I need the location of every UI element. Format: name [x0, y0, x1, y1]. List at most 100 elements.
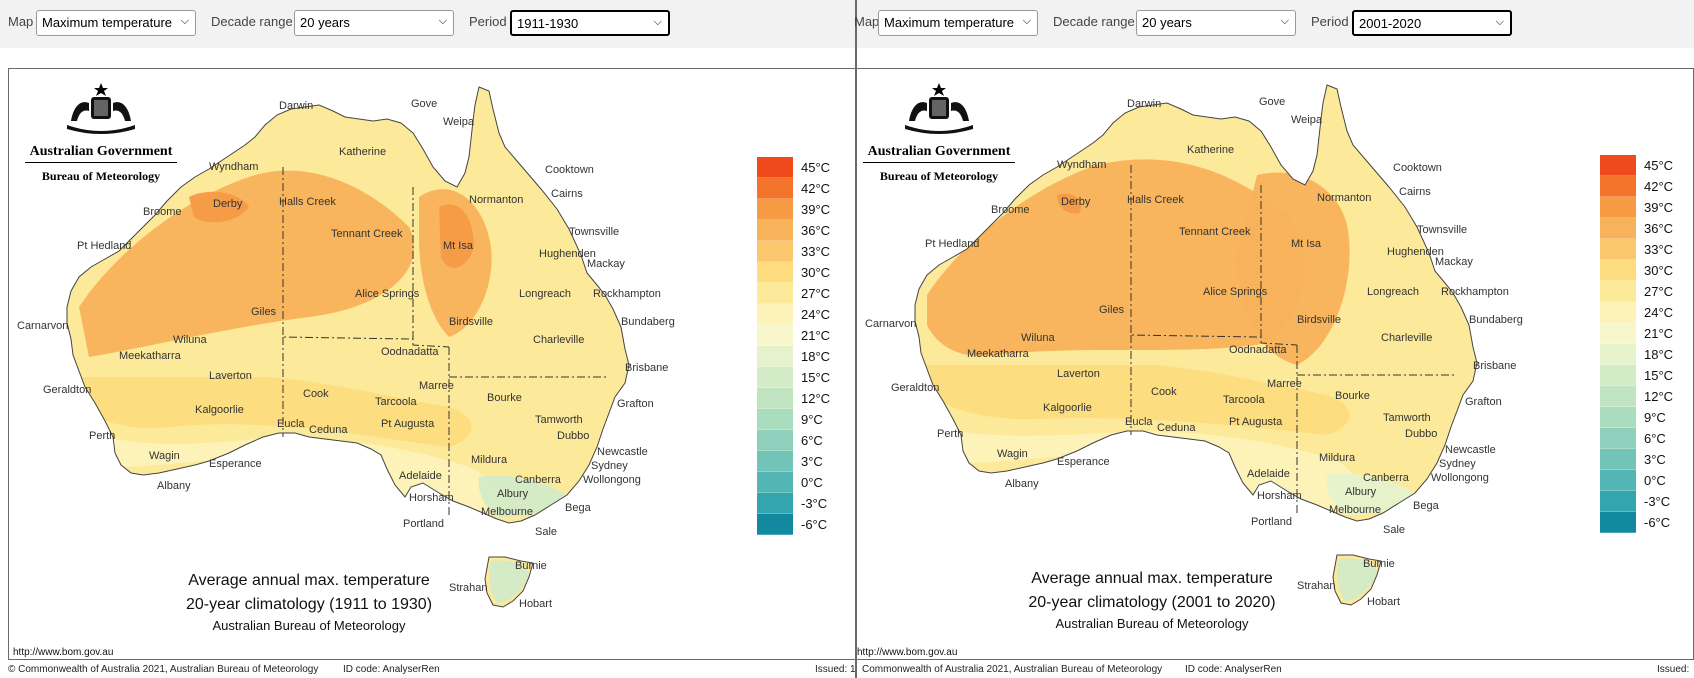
map-panel-left: Map Maximum temperature ⌵ Decade range 20…	[0, 0, 856, 675]
place-label: Melbourne	[1329, 504, 1381, 516]
place-label: Cairns	[1399, 186, 1431, 198]
place-label: Hughenden	[1387, 246, 1444, 258]
place-label: Alice Springs	[355, 288, 420, 300]
period-label: Period	[1311, 14, 1349, 29]
caption-period: 20-year climatology (1911 to 1930)	[185, 596, 433, 613]
legend-swatch	[757, 262, 793, 283]
decade-select-value: 20 years	[300, 15, 350, 30]
place-label: Halls Creek	[279, 196, 336, 208]
legend-label: 39°C	[801, 202, 831, 217]
place-label: Hughenden	[539, 248, 596, 260]
place-label: Portland	[403, 518, 444, 530]
legend-swatch	[1600, 386, 1636, 407]
place-label: Dubbo	[1405, 428, 1437, 440]
legend-label: 42°C	[801, 181, 831, 196]
place-label: Melbourne	[481, 506, 533, 518]
place-label: Esperance	[209, 458, 262, 470]
place-label: Bourke	[487, 392, 522, 404]
place-label: Townsville	[1417, 224, 1467, 236]
place-label: Esperance	[1057, 456, 1110, 468]
place-label: Halls Creek	[1127, 194, 1184, 206]
place-label: Mildura	[1319, 452, 1356, 464]
place-label: Geraldton	[891, 382, 939, 394]
temperature-zone	[953, 431, 1360, 513]
legend-swatch	[757, 346, 793, 367]
legend-label: 9°C	[801, 412, 823, 427]
place-label: Tarcoola	[375, 396, 417, 408]
map-select-value: Maximum temperature	[42, 15, 173, 30]
place-label: Longreach	[519, 288, 571, 300]
coastline-mainland	[66, 86, 630, 524]
decade-select[interactable]: 20 years ⌵	[294, 10, 454, 36]
temperature-zone	[1326, 473, 1417, 515]
place-label: Horsham	[1257, 490, 1302, 502]
period-select[interactable]: 2001-2020 ⌵	[1352, 10, 1512, 36]
place-label: Bundaberg	[1469, 314, 1523, 326]
place-label: Burnie	[515, 560, 547, 572]
place-label: Darwin	[1127, 98, 1161, 110]
place-label: Dubbo	[557, 430, 589, 442]
chevron-down-icon: ⌵	[1280, 15, 1289, 27]
place-label: Cairns	[551, 188, 583, 200]
map-label: Map	[854, 14, 880, 29]
place-label: Cooktown	[545, 164, 594, 176]
map-caption: Average annual max. temperature 20-year …	[159, 569, 459, 635]
legend-label: 15°C	[801, 370, 831, 385]
place-label: Grafton	[617, 398, 654, 410]
logo-line2: Bureau of Meteorology	[879, 169, 999, 183]
decade-select-value: 20 years	[1142, 15, 1192, 30]
legend-label: 24°C	[1644, 305, 1674, 320]
place-label: Mildura	[471, 454, 508, 466]
place-label: Hobart	[1367, 596, 1400, 608]
place-label: Newcastle	[1445, 444, 1496, 456]
logo-line1: Australian Government	[25, 144, 177, 163]
legend-swatch	[757, 388, 793, 409]
place-label: Kalgoorlie	[1043, 402, 1092, 414]
temperature-zone	[478, 475, 569, 517]
id-code-text: ID code: AnalyserRen	[343, 664, 440, 675]
legend-swatch	[1600, 449, 1636, 470]
map-select[interactable]: Maximum temperature ⌵	[36, 10, 196, 36]
legend-label: 15°C	[1644, 368, 1674, 383]
place-label: Laverton	[209, 370, 252, 382]
place-label: Giles	[251, 306, 277, 318]
legend-label: 3°C	[801, 454, 823, 469]
chevron-down-icon: ⌵	[438, 15, 447, 27]
legend-swatch	[757, 178, 793, 199]
place-label: Broome	[143, 206, 182, 218]
place-label: Townsville	[569, 226, 619, 238]
temperature-zone	[917, 365, 1350, 435]
issued-text: Issued: 1	[815, 664, 856, 675]
place-label: Portland	[1251, 516, 1292, 528]
map-panel-right: Map Maximum temperature ⌵ Decade range 20…	[854, 0, 1694, 678]
place-label: Pt Augusta	[1229, 416, 1283, 428]
place-label: Eucla	[277, 418, 305, 430]
place-label: Birdsville	[449, 316, 493, 328]
legend-swatch	[757, 430, 793, 451]
panel-divider[interactable]	[855, 0, 857, 678]
controls-bar: Map Maximum temperature ⌵ Decade range 20…	[854, 0, 1694, 48]
map-label: Map	[8, 14, 34, 29]
place-label: Katherine	[1187, 144, 1234, 156]
place-label: Rockhampton	[593, 288, 661, 300]
map-select[interactable]: Maximum temperature ⌵	[878, 10, 1038, 36]
place-label: Albury	[1345, 486, 1377, 498]
decade-select[interactable]: 20 years ⌵	[1136, 10, 1296, 36]
place-label: Sydney	[591, 460, 628, 472]
period-select-value: 1911-1930	[517, 16, 579, 31]
legend-label: 18°C	[1644, 347, 1674, 362]
legend-label: 33°C	[1644, 242, 1674, 257]
legend-swatch	[1600, 281, 1636, 302]
temperature-zone	[489, 560, 529, 603]
temperature-legend-scale	[1600, 155, 1636, 533]
footer: Commonwealth of Australia 2021, Australi…	[857, 662, 1694, 678]
place-label: Kalgoorlie	[195, 404, 244, 416]
temperature-legend-scale	[757, 157, 793, 535]
place-label: Wiluna	[173, 334, 208, 346]
logo-line2: Bureau of Meteorology	[41, 169, 161, 183]
place-label: Pt Hedland	[925, 238, 979, 250]
legend-label: 6°C	[1644, 431, 1666, 446]
period-select[interactable]: 1911-1930 ⌵	[510, 10, 670, 36]
place-label: Cook	[1151, 386, 1177, 398]
place-label: Horsham	[409, 492, 454, 504]
